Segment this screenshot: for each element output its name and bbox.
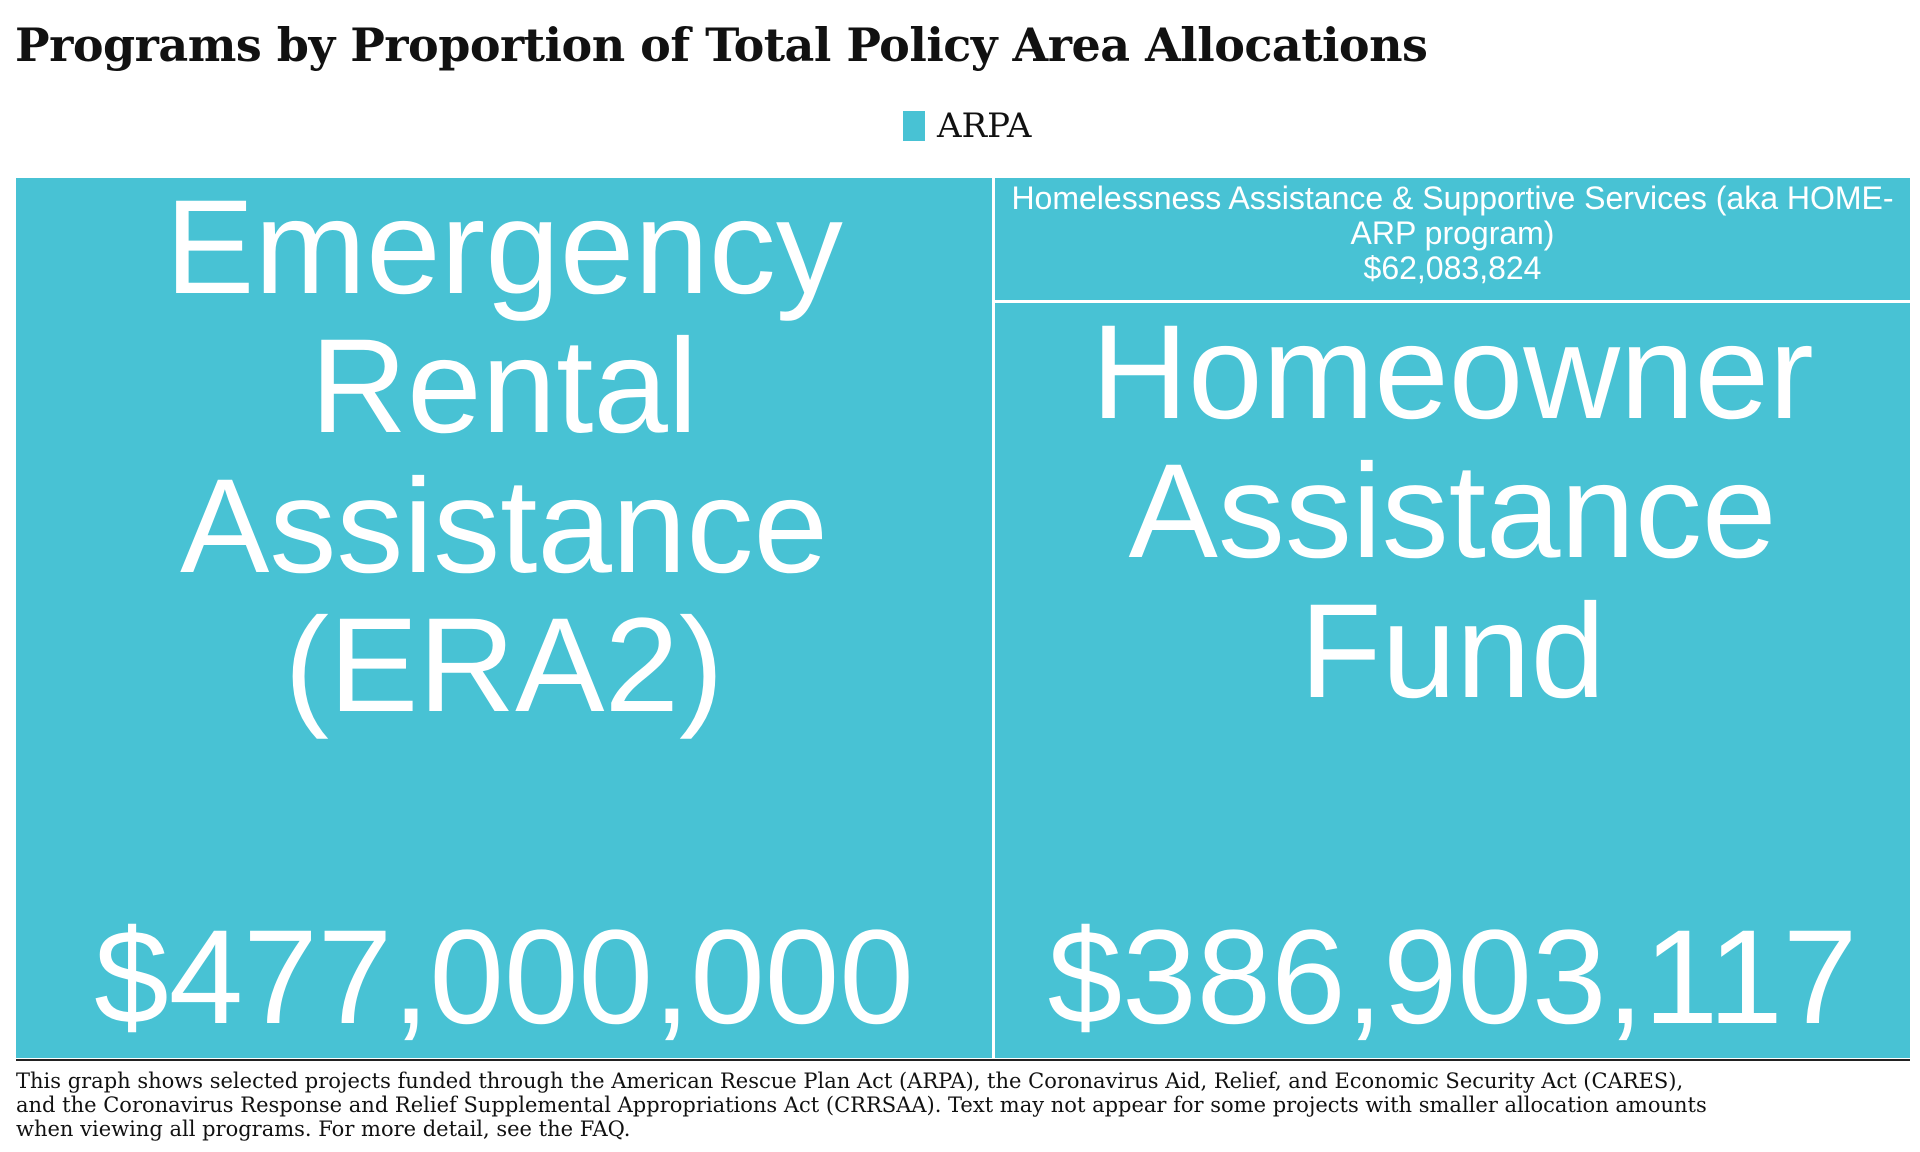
tile-home-arp[interactable]: Homelessness Assistance & Supportive Ser… [995,178,1910,300]
footnote: This graph shows selected projects funde… [16,1069,1707,1141]
tile-label: Homelessness Assistance & Supportive Ser… [1011,180,1894,252]
tile-value-label: $477,000,000 [94,903,914,1052]
legend-label: ARPA [937,106,1032,146]
tile-label: Homeowner Assistance Fund [1091,303,1814,726]
treemap: Emergency Rental Assistance (ERA2) $477,0… [16,178,1910,1058]
chart-title: Programs by Proportion of Total Policy A… [15,18,1428,72]
tile-value-label: $62,083,824 [1363,250,1542,287]
legend-swatch [903,111,925,141]
tile-label: Emergency Rental Assistance (ERA2) [165,178,843,741]
footer-divider [16,1059,1910,1061]
tile-era2[interactable]: Emergency Rental Assistance (ERA2) $477,0… [16,178,992,1058]
tile-value-label: $386,903,117 [1047,903,1858,1052]
legend[interactable]: ARPA [903,106,1031,146]
tile-homeowner-assistance-fund[interactable]: Homeowner Assistance Fund $386,903,117 [995,303,1910,1058]
